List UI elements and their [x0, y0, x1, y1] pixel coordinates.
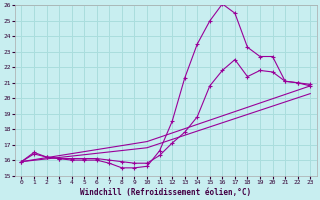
X-axis label: Windchill (Refroidissement éolien,°C): Windchill (Refroidissement éolien,°C): [80, 188, 252, 197]
